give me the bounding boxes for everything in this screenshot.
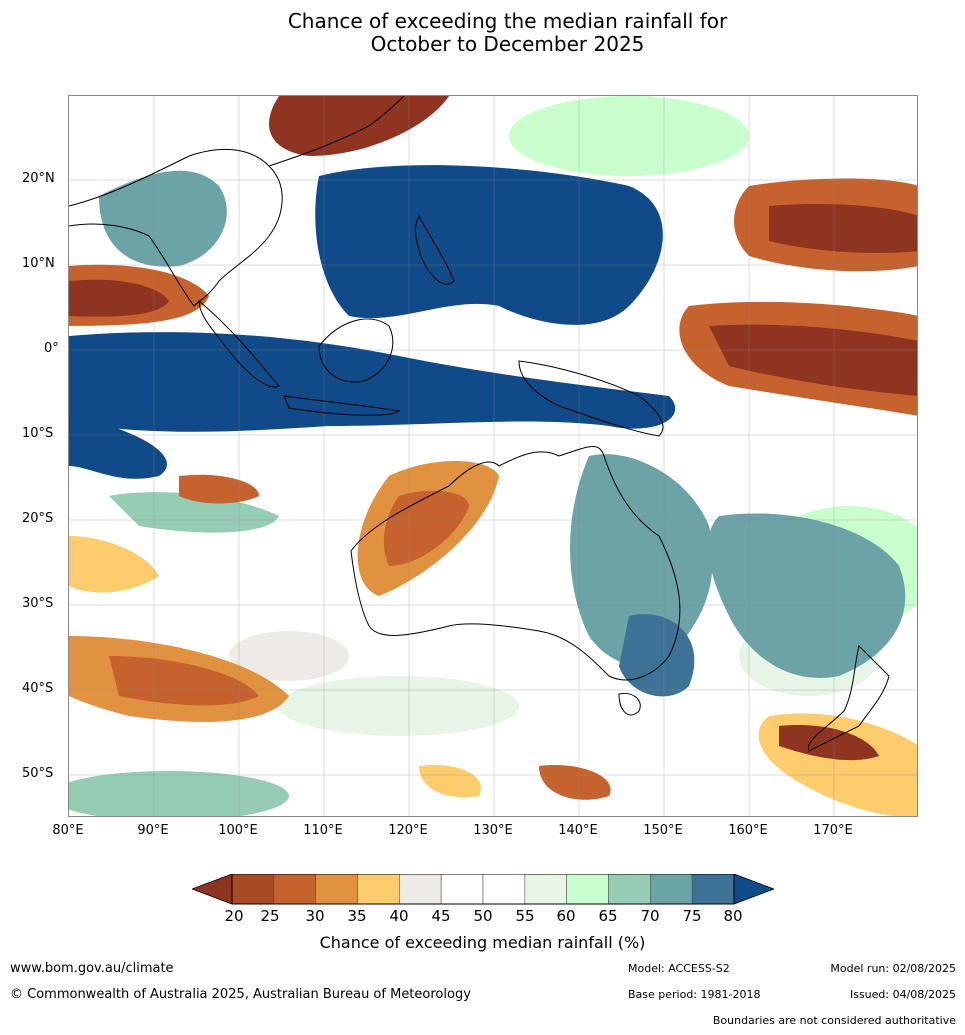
lat-label-50s: 50°S: [22, 766, 54, 781]
new-zealand-coast: [807, 645, 890, 752]
lon-label-110e: 110°E: [303, 823, 343, 838]
lon-label-80e: 80°E: [52, 823, 84, 838]
lon-label-130e: 130°E: [473, 823, 513, 838]
lat-label-20n: 20°N: [22, 171, 55, 186]
lat-label-10n: 10°N: [22, 256, 55, 271]
colorbar-swatch: [231, 874, 275, 905]
colorbar-tick-50: 50: [473, 907, 493, 925]
dry-regions: [69, 96, 917, 816]
title-line-1: Chance of exceeding the median rainfall …: [287, 9, 728, 33]
colorbar-swatch: [315, 874, 358, 905]
colorbar-arrow-high: [733, 874, 774, 905]
map-canvas: [69, 96, 917, 816]
colorbar-swatch: [608, 874, 651, 905]
tasmania-coast: [618, 692, 641, 716]
colorbar-swatch: [357, 874, 400, 905]
lon-label-150e: 150°E: [643, 823, 683, 838]
colorbar-tick-60: 60: [556, 907, 576, 925]
colorbar-tick-25: 25: [260, 907, 280, 925]
coastlines: [69, 96, 890, 752]
borneo-coast: [318, 318, 394, 383]
map-title: Chance of exceeding the median rainfall …: [0, 10, 965, 56]
footer-issued: Issued: 04/08/2025: [849, 988, 956, 1001]
lat-label-10s: 10°S: [22, 426, 54, 441]
colorbar-tick-55: 55: [515, 907, 535, 925]
colorbar-arrow-low: [192, 874, 233, 905]
colorbar-swatch: [399, 874, 442, 905]
colorbar-swatches: [192, 874, 774, 905]
colorbar-tick-70: 70: [640, 907, 660, 925]
rainfall-map: [68, 95, 918, 817]
footer-url[interactable]: www.bom.gov.au/climate: [10, 961, 174, 976]
colorbar-swatch: [482, 874, 526, 905]
lat-label-30s: 30°S: [22, 596, 54, 611]
colorbar-swatch: [524, 874, 567, 905]
colorbar-swatch: [691, 874, 735, 905]
wet-regions: [69, 165, 906, 697]
footer-model: Model: ACCESS-S2: [628, 962, 730, 975]
colorbar-tick-75: 75: [682, 907, 702, 925]
footer-copyright: © Commonwealth of Australia 2025, Austra…: [10, 987, 471, 1002]
colorbar-swatch: [273, 874, 316, 905]
colorbar-label: Chance of exceeding median rainfall (%): [319, 933, 646, 952]
lon-label-90e: 90°E: [137, 823, 169, 838]
philippines-coast: [415, 214, 455, 285]
footer-disclaimer: Boundaries are not considered authoritat…: [712, 1014, 956, 1027]
footer-model-run: Model run: 02/08/2025: [830, 962, 956, 975]
colorbar-legend: [192, 874, 774, 905]
asia-coast: [69, 148, 283, 307]
lon-label-170e: 170°E: [813, 823, 853, 838]
lat-label-equator: 0°: [44, 341, 59, 356]
java-coast: [283, 395, 401, 416]
new-guinea-coast: [518, 360, 664, 437]
colorbar-outline: [231, 874, 735, 905]
colorbar-tick-20: 20: [224, 907, 244, 925]
china-coast: [268, 96, 405, 167]
colorbar-tick-30: 30: [305, 907, 325, 925]
lat-label-20s: 20°S: [22, 511, 54, 526]
colorbar-swatch: [566, 874, 609, 905]
colorbar-tick-65: 65: [598, 907, 618, 925]
colorbar-tick-40: 40: [389, 907, 409, 925]
colorbar-swatch: [440, 874, 484, 905]
graticule: [69, 96, 917, 816]
colorbar-tick-80: 80: [723, 907, 743, 925]
lat-label-40s: 40°S: [22, 681, 54, 696]
lon-label-160e: 160°E: [728, 823, 768, 838]
colorbar-tick-45: 45: [431, 907, 451, 925]
sumatra-coast: [198, 299, 280, 388]
footer-base-period: Base period: 1981-2018: [628, 988, 761, 1001]
title-line-2: October to December 2025: [370, 32, 645, 56]
lon-label-100e: 100°E: [218, 823, 258, 838]
australia-coast: [350, 446, 681, 681]
colorbar-tick-35: 35: [347, 907, 367, 925]
lon-label-120e: 120°E: [388, 823, 428, 838]
colorbar-swatch: [650, 874, 693, 905]
lon-label-140e: 140°E: [558, 823, 598, 838]
